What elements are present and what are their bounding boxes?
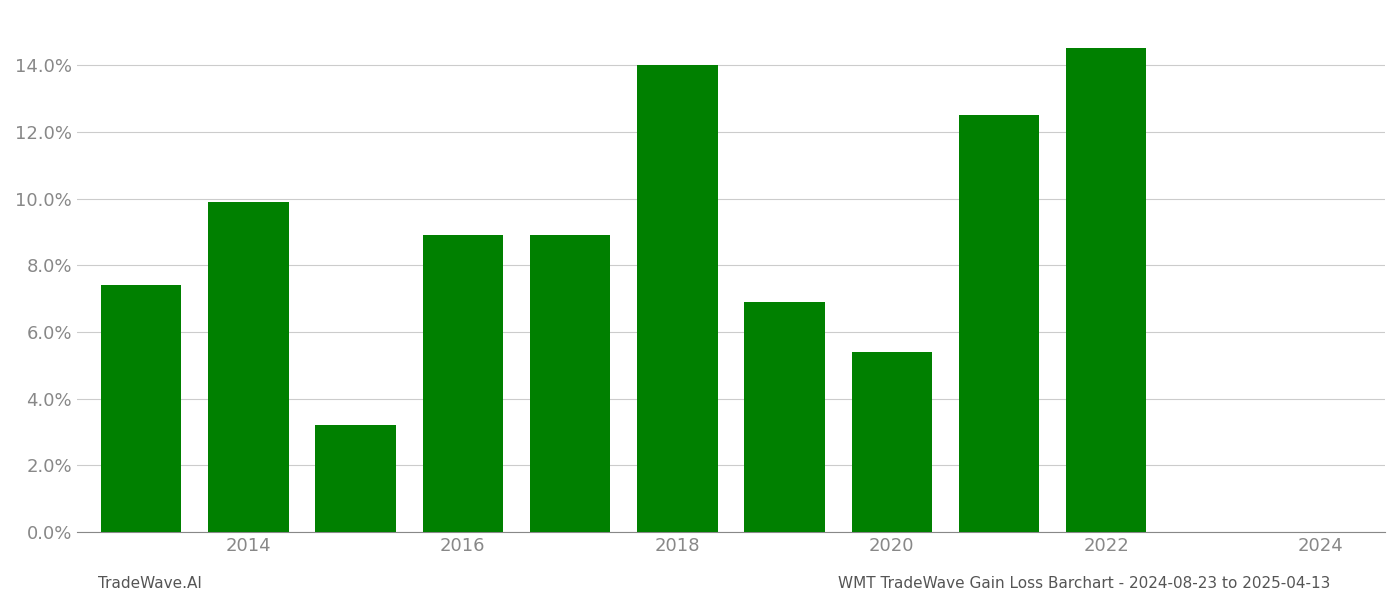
Text: TradeWave.AI: TradeWave.AI (98, 576, 202, 591)
Bar (959, 115, 1039, 532)
Bar (101, 285, 182, 532)
Bar (745, 302, 825, 532)
Bar (1065, 49, 1147, 532)
Text: WMT TradeWave Gain Loss Barchart - 2024-08-23 to 2025-04-13: WMT TradeWave Gain Loss Barchart - 2024-… (837, 576, 1330, 591)
Bar (637, 65, 718, 532)
Bar (851, 352, 932, 532)
Bar (209, 202, 288, 532)
Bar (423, 235, 503, 532)
Bar (315, 425, 396, 532)
Bar (529, 235, 610, 532)
